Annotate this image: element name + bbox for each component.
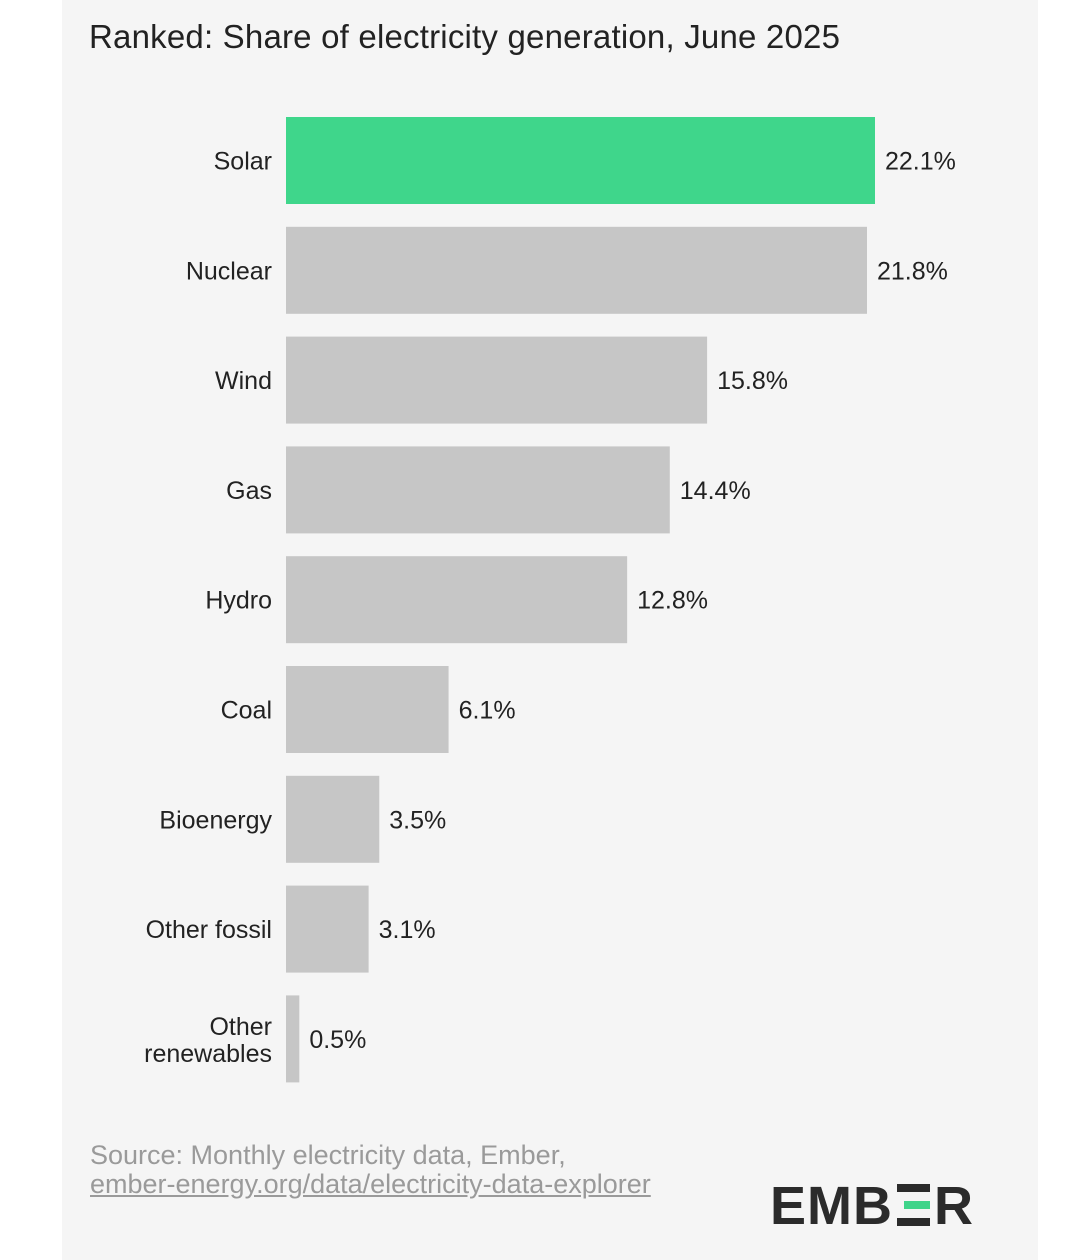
chart-title: Ranked: Share of electricity generation,… xyxy=(89,18,841,55)
value-label-wind: 15.8% xyxy=(717,367,788,395)
category-label-hydro: Hydro xyxy=(205,587,272,615)
logo-e-icon xyxy=(897,1184,930,1226)
bar-solar xyxy=(286,117,875,204)
bar-hydro xyxy=(286,556,628,644)
bar-coal xyxy=(286,666,449,753)
source-text: Source: Monthly electricity data, Ember, xyxy=(90,1140,566,1170)
value-label-hydro: 12.8% xyxy=(637,587,708,615)
value-label-nuclear: 21.8% xyxy=(877,257,948,285)
bar-other-renewables xyxy=(286,995,300,1083)
bar-other-fossil xyxy=(286,885,369,973)
category-label-solar: Solar xyxy=(214,148,272,176)
value-label-gas: 14.4% xyxy=(680,477,751,505)
chart-card: Ranked: Share of electricity generation,… xyxy=(62,0,1038,1260)
category-label-nuclear: Nuclear xyxy=(186,257,272,285)
value-label-solar: 22.1% xyxy=(885,148,956,176)
value-label-coal: 6.1% xyxy=(459,697,516,725)
bar-nuclear xyxy=(286,226,868,314)
value-label-other-fossil: 3.1% xyxy=(379,916,436,944)
ember-logo: EMB R xyxy=(770,1176,974,1236)
category-label-bioenergy: Bioenergy xyxy=(159,806,272,834)
category-label-other-fossil: Other fossil xyxy=(146,916,272,944)
bar-gas xyxy=(286,446,670,534)
bar-bioenergy xyxy=(286,775,380,863)
source-link[interactable]: ember-energy.org/data/electricity-data-e… xyxy=(90,1169,651,1199)
value-label-other-renewables: 0.5% xyxy=(309,1026,366,1054)
logo-text-right: R xyxy=(934,1176,974,1236)
category-label-wind: Wind xyxy=(215,367,272,395)
category-label-coal: Coal xyxy=(221,697,272,725)
value-label-bioenergy: 3.5% xyxy=(389,806,446,834)
bar-wind xyxy=(286,336,708,424)
category-label-other-renewables: Other renewables xyxy=(144,1013,272,1068)
bar-chart: Solar 22.1% Nuclear 21.8% Wind 15.8% Gas 14.4% H… xyxy=(144,117,956,1083)
category-label-gas: Gas xyxy=(226,477,272,505)
logo-text-left: EMB xyxy=(770,1176,893,1236)
source-note: Source: Monthly electricity data, Ember,… xyxy=(90,1141,665,1199)
